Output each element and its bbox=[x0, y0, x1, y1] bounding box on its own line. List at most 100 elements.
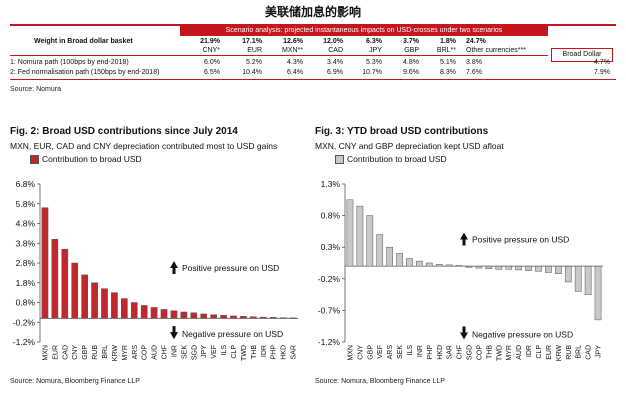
fig2-x-tick-label: CLP bbox=[231, 345, 238, 359]
fig3-bar bbox=[505, 265, 513, 270]
fig3-y-tick-label: -0.7% bbox=[318, 305, 341, 315]
fig2-y-tick-label: -0.2% bbox=[13, 317, 36, 327]
fig3-x-tick-label: SAR bbox=[447, 345, 454, 359]
fig3-bar bbox=[545, 265, 552, 273]
row-1-cell: 3.4% bbox=[327, 59, 343, 66]
fig2-bar bbox=[200, 313, 208, 319]
fig3-x-tick-label: HKD bbox=[437, 345, 444, 360]
fig3-x-tick-label: COP bbox=[476, 345, 483, 361]
currency-cell: CNY* bbox=[202, 47, 220, 54]
fig3-bar bbox=[574, 265, 582, 292]
weight-cell: 3.7% bbox=[403, 38, 419, 45]
fig2-bar bbox=[61, 248, 69, 319]
fig2-x-tick-label: MYR bbox=[122, 345, 129, 361]
fig2-legend: Contribution to broad USD bbox=[30, 154, 142, 165]
scenario-banner: Scenario analysis: projected instantaneo… bbox=[180, 26, 548, 36]
fig3-bar bbox=[396, 253, 403, 267]
row-2-cell: 10.4% bbox=[242, 69, 262, 76]
row-2-cell: 6.4% bbox=[287, 69, 303, 76]
fig2-bar bbox=[81, 274, 88, 319]
currency-cell: BRL** bbox=[436, 47, 456, 54]
fig2-bar bbox=[269, 317, 277, 319]
weight-cell: 1.8% bbox=[440, 38, 456, 45]
fig2-bar bbox=[41, 207, 49, 319]
fig3-y-tick-label: 0.8% bbox=[321, 211, 341, 221]
fig3-bar bbox=[406, 258, 413, 267]
fig2-bar bbox=[259, 316, 267, 319]
fig3-x-tick-label: EUR bbox=[546, 345, 553, 360]
fig2-x-tick-label: SEK bbox=[181, 345, 188, 359]
fig2-y-tick-label: 0.8% bbox=[16, 298, 36, 308]
fig3-annot-negative: Negative pressure on USD bbox=[472, 330, 573, 340]
fig3-legend: Contribution to broad USD bbox=[335, 154, 447, 165]
up-arrow-icon bbox=[170, 261, 178, 274]
fig3-y-tick-label: 1.3% bbox=[321, 179, 341, 189]
fig2-bar bbox=[71, 262, 79, 319]
fig3-y-tick-label: -0.2% bbox=[318, 274, 341, 284]
page-title: 美联储加息的影响 bbox=[264, 5, 361, 19]
fig2-bar bbox=[111, 292, 118, 319]
fig3-bar bbox=[525, 265, 532, 271]
weight-cell: 21.9% bbox=[200, 38, 220, 45]
fig3-x-tick-label: SEK bbox=[397, 345, 404, 359]
fig3-bar bbox=[356, 205, 364, 267]
fig3-annot-positive: Positive pressure on USD bbox=[472, 235, 569, 245]
fig2-x-tick-label: VEF bbox=[211, 345, 218, 359]
fig3-bar bbox=[564, 265, 572, 283]
fig3-bar bbox=[515, 265, 522, 271]
fig2-x-tick-label: HKD bbox=[281, 345, 288, 360]
fig2-bar bbox=[130, 302, 138, 319]
weight-cell: 12.6% bbox=[283, 38, 303, 45]
fig2-legend-label: Contribution to broad USD bbox=[42, 154, 142, 164]
currency-cell: CAD bbox=[328, 47, 343, 54]
table-source: Source: Nomura bbox=[10, 86, 61, 93]
fig3-title: Fig. 3: YTD broad USD contributions bbox=[315, 126, 489, 137]
fig2-y-tick-label: -1.2% bbox=[13, 337, 36, 347]
table-top-rule bbox=[10, 24, 616, 26]
fig2-source: Source: Nomura, Bloomberg Finance LLP bbox=[10, 378, 140, 385]
fig2-chart: 6.8% 5.8% 4.8% 3.8% 2.8% 1.8% 0.8% -0.2% -1.2% MX… bbox=[13, 179, 298, 362]
fig3-bar bbox=[495, 265, 503, 270]
row-2-cell: 8.3% bbox=[440, 69, 456, 76]
fig3-x-tick-label: CHF bbox=[457, 345, 464, 359]
fig3-bar bbox=[426, 262, 433, 267]
fig3-x-tick-label: CAD bbox=[586, 345, 593, 360]
fig2-bar bbox=[121, 298, 128, 319]
fig2-bar bbox=[240, 316, 247, 319]
fig2-x-tick-label: MXN bbox=[42, 345, 49, 361]
fig3-y-tick-label: -1.2% bbox=[318, 337, 341, 347]
fig2-x-tick-label: KRW bbox=[112, 345, 119, 362]
down-arrow-icon bbox=[170, 326, 178, 340]
fig2-x-tick-label: PHP bbox=[271, 345, 278, 360]
fig2-title: Fig. 2: Broad USD contributions since Ju… bbox=[10, 126, 238, 137]
fig2-bar bbox=[190, 312, 198, 319]
fig2-x-tick-label: TWD bbox=[241, 345, 248, 361]
fig3-x-tick-label: GBP bbox=[367, 345, 374, 360]
fig2-bar bbox=[210, 314, 217, 319]
fig2-x-tick-label: CHF bbox=[162, 345, 169, 359]
fig3-x-tick-label: VEF bbox=[377, 345, 384, 359]
fig3-bar bbox=[535, 265, 542, 272]
fig2-x-tick-label: RUB bbox=[92, 345, 99, 360]
currency-cell: MXN** bbox=[281, 47, 303, 54]
fig3-x-tick-label: JPY bbox=[596, 345, 603, 358]
fig2-x-tick-label: CNY bbox=[72, 345, 79, 360]
fig2-x-tick-label: AUD bbox=[152, 345, 159, 360]
fig2-x-tick-label: THB bbox=[251, 345, 258, 359]
fig2-x-tick-label: BRL bbox=[102, 345, 109, 359]
fig2-bar bbox=[279, 317, 287, 319]
fig2-x-tick-label: SAR bbox=[291, 345, 298, 359]
fig2-bar bbox=[51, 239, 59, 319]
fig2-bar bbox=[170, 310, 178, 319]
fig3-x-tick-label: INR bbox=[417, 345, 424, 357]
down-arrow-icon bbox=[460, 326, 468, 340]
broad-dollar-cell: 4.7% bbox=[594, 59, 610, 66]
fig2-annot-positive: Positive pressure on USD bbox=[182, 263, 279, 273]
fig3-x-tick-label: ARS bbox=[387, 345, 394, 360]
fig2-y-tick-label: 4.8% bbox=[16, 219, 36, 229]
fig2-y-tick-label: 2.8% bbox=[16, 258, 36, 268]
fig2-x-tick-label: INR bbox=[171, 345, 178, 357]
row-1-cell: 4.3% bbox=[287, 59, 303, 66]
fig3-x-tick-label: IDR bbox=[526, 345, 533, 357]
fig2-bar bbox=[220, 315, 227, 319]
